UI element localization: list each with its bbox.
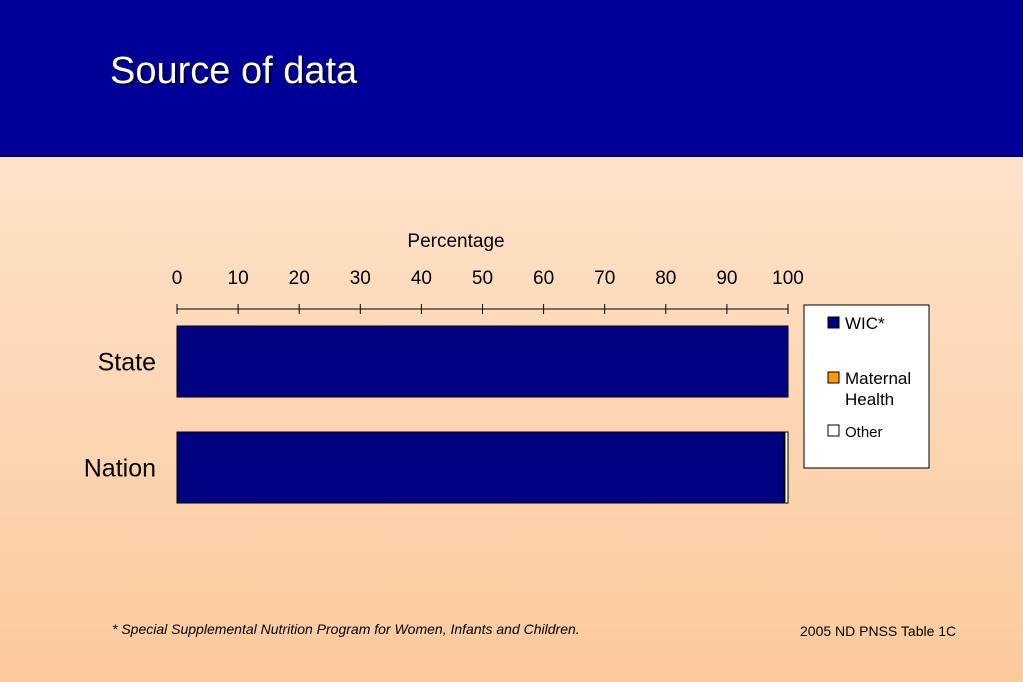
bar-state-wic bbox=[176, 325, 789, 398]
x-tick-label: 20 bbox=[289, 268, 310, 289]
legend-swatch-maternal-health bbox=[827, 371, 840, 384]
slide-title: Source of data bbox=[110, 50, 358, 92]
legend-swatch-other bbox=[827, 424, 840, 437]
footnote: * Special Supplemental Nutrition Program… bbox=[112, 621, 580, 637]
bars bbox=[176, 325, 789, 504]
x-tick-label: 70 bbox=[594, 268, 615, 289]
category-label-state: State bbox=[98, 349, 156, 377]
category-labels: State Nation bbox=[84, 349, 156, 483]
x-axis-label: Percentage bbox=[407, 231, 504, 252]
x-tick-label: 30 bbox=[350, 268, 371, 289]
legend-label-other: Other bbox=[845, 424, 883, 441]
x-tick-label: 60 bbox=[533, 268, 554, 289]
legend-box bbox=[803, 304, 930, 469]
source-note: 2005 ND PNSS Table 1C bbox=[800, 623, 957, 639]
x-tick-label: 40 bbox=[411, 268, 432, 289]
bar-nation-wic bbox=[176, 431, 785, 504]
bar-nation-other bbox=[784, 431, 789, 504]
slide-header: Source of data bbox=[0, 0, 1023, 157]
x-tick-label: 90 bbox=[716, 268, 737, 289]
x-tick-label: 80 bbox=[655, 268, 676, 289]
x-tick-label: 100 bbox=[772, 268, 804, 289]
x-tick-label: 10 bbox=[228, 268, 249, 289]
x-tick-label: 0 bbox=[172, 268, 183, 289]
legend-swatch-wic bbox=[827, 316, 840, 329]
legend-label-wic: WIC* bbox=[845, 314, 885, 333]
category-label-nation: Nation bbox=[84, 455, 156, 483]
x-tick-label: 50 bbox=[472, 268, 493, 289]
legend-label-maternal-health: Maternal Health bbox=[845, 369, 911, 409]
x-axis: 0 10 20 30 40 50 60 70 80 90 100 bbox=[172, 268, 804, 314]
legend: WIC* Maternal Health Other bbox=[803, 304, 930, 469]
